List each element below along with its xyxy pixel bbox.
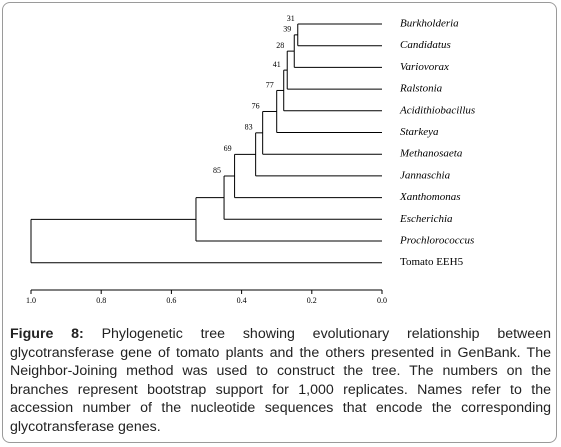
- x-tick-label: 0.6: [166, 296, 176, 305]
- leaf-label: Burkholderia: [400, 18, 459, 30]
- bootstrap-label: 31: [287, 14, 295, 23]
- caption-text: Phylogenetic tree showing evolutionary r…: [10, 326, 551, 435]
- leaf-label: Xanthomonas: [399, 191, 461, 203]
- bootstrap-label: 39: [283, 25, 291, 34]
- leaf-label: Starkeya: [400, 126, 439, 138]
- x-tick-label: 0.8: [96, 296, 106, 305]
- leaf-label: Escherichia: [399, 213, 453, 225]
- bootstrap-label: 28: [276, 41, 284, 50]
- x-tick-label: 0.2: [307, 296, 317, 305]
- leaf-label: Acidithiobacillus: [399, 104, 475, 116]
- bootstrap-label: 76: [252, 101, 260, 110]
- leaf-label: Jannaschia: [400, 169, 451, 181]
- x-tick-label: 1.0: [26, 296, 36, 305]
- figure-frame: [2, 2, 557, 443]
- leaf-label: Ralstonia: [399, 83, 443, 95]
- bootstrap-label: 69: [224, 144, 232, 153]
- caption: Figure 8: Phylogenetic tree showing evol…: [10, 325, 551, 437]
- leaf-label: Prochlorococcus: [399, 235, 474, 247]
- bootstrap-label: 83: [245, 123, 253, 132]
- leaf-label: Tomato EEH5: [400, 256, 464, 268]
- leaf-label: Variovorax: [400, 61, 449, 73]
- bootstrap-label: 41: [273, 60, 281, 69]
- tree-chart: Burkholderia Candidatus 31 Variovorax 39 Rals…: [26, 14, 475, 305]
- leaf-label: Candidatus: [400, 39, 451, 51]
- bootstrap-label: 77: [266, 80, 274, 89]
- x-tick-label: 0.4: [237, 296, 247, 305]
- caption-label: Figure 8:: [10, 326, 84, 342]
- bootstrap-label: 85: [213, 166, 221, 175]
- x-tick-label: 0.0: [377, 296, 387, 305]
- leaf-label: Methanosaeta: [399, 148, 463, 160]
